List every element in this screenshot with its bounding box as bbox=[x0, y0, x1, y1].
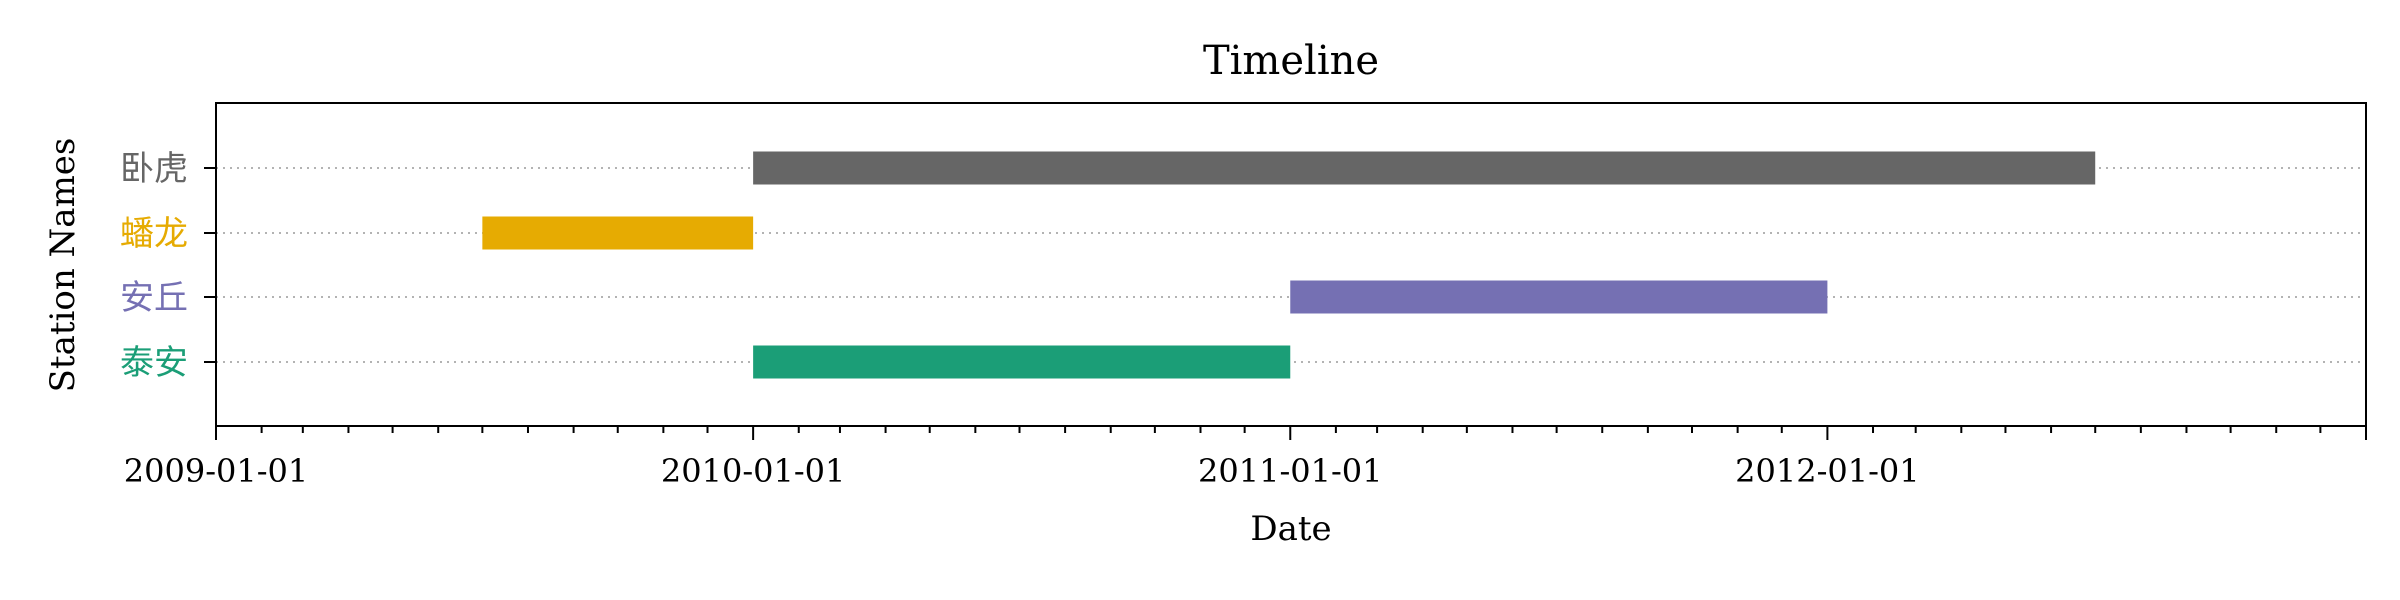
x-tick-label: 2011-01-01 bbox=[1198, 452, 1383, 490]
x-tick-label: 2010-01-01 bbox=[661, 452, 846, 490]
timeline-bar bbox=[1290, 280, 1828, 314]
y-tick-label: 蟠龙 bbox=[120, 214, 188, 254]
y-tick-label: 泰安 bbox=[120, 343, 188, 383]
bars-layer bbox=[482, 151, 2096, 379]
plot-frame bbox=[215, 102, 2367, 427]
x-axis-label: Date bbox=[1250, 509, 1331, 549]
x-ticks: 2009-01-01 2010-01-01 2011-01-01 2012-01-01 bbox=[124, 426, 2367, 490]
y-tick-label: 安丘 bbox=[120, 278, 188, 318]
grid-layer bbox=[216, 167, 2366, 363]
timeline-bar bbox=[482, 216, 754, 250]
x-tick-label: 2012-01-01 bbox=[1735, 452, 1920, 490]
y-axis-label: Station Names bbox=[43, 138, 83, 393]
x-tick-label: 2009-01-01 bbox=[124, 452, 309, 490]
timeline-bar bbox=[753, 151, 2096, 185]
timeline-bar bbox=[753, 345, 1291, 379]
y-tick-label: 卧虎 bbox=[120, 149, 188, 189]
chart-title: Timeline bbox=[1203, 38, 1379, 84]
